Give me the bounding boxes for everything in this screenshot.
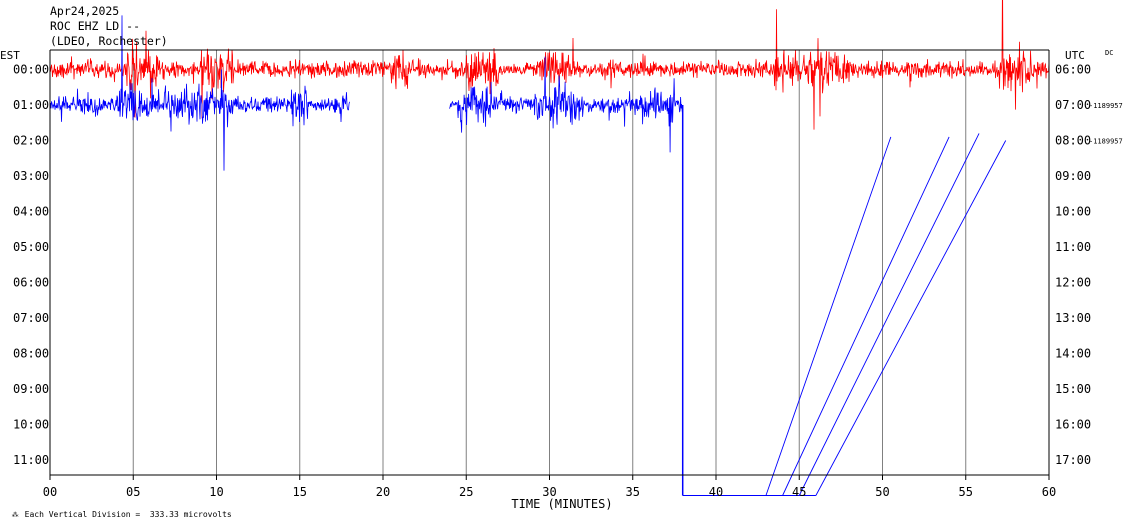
right-tick-label: 17:00 (1055, 453, 1091, 467)
x-tick-label: 30 (542, 485, 556, 499)
row-offset-label: -1189957 (1089, 102, 1123, 110)
right-tick-label: 10:00 (1055, 205, 1091, 219)
trace-diagonal (782, 136, 950, 496)
x-tick-label: 45 (792, 485, 806, 499)
right-tick-label: 15:00 (1055, 382, 1091, 396)
x-axis-label: TIME (MINUTES) (511, 497, 612, 511)
left-tick-label: 08:00 (13, 347, 49, 361)
x-tick-label: 00 (43, 485, 57, 499)
trace-row-1 (449, 56, 683, 153)
right-tick-label: 14:00 (1055, 347, 1091, 361)
right-timezone-label: UTC (1065, 49, 1085, 62)
x-tick-label: 40 (709, 485, 723, 499)
x-tick-label: 50 (875, 485, 889, 499)
right-tick-label: 16:00 (1055, 418, 1091, 432)
left-tick-label: 03:00 (13, 169, 49, 183)
left-tick-label: 09:00 (13, 382, 49, 396)
x-tick-label: 55 (959, 485, 973, 499)
x-tick-label: 25 (459, 485, 473, 499)
trace-diagonal (815, 140, 1007, 496)
trace-diagonal (798, 133, 980, 496)
footer-note-text: Each Vertical Division = 333.33 microvol… (24, 510, 232, 519)
left-tick-label: 04:00 (13, 205, 49, 219)
station-label: ROC EHZ LD -- (50, 19, 141, 33)
left-timezone-label: EST (0, 49, 20, 62)
left-tick-label: 06:00 (13, 276, 49, 290)
left-tick-label: 01:00 (13, 98, 49, 112)
x-tick-label: 35 (626, 485, 640, 499)
x-tick-label: 10 (209, 485, 223, 499)
right-tick-label: 09:00 (1055, 169, 1091, 183)
row-offset-label: -1189957 (1089, 138, 1123, 146)
right-tick-label: 08:00 (1055, 134, 1091, 148)
x-tick-label: 60 (1042, 485, 1056, 499)
right-tick-label: 11:00 (1055, 240, 1091, 254)
network-label: (LDEO, Rochester) (50, 34, 168, 48)
trace-diagonal (765, 136, 892, 496)
x-tick-label: 05 (126, 485, 140, 499)
axes (49, 49, 1050, 480)
left-tick-label: 11:00 (13, 453, 49, 467)
date-label: Apr24,2025 (50, 4, 120, 18)
left-tick-label: 02:00 (13, 134, 49, 148)
tick-labels: 00 05 10 15 20 25 30 35 40 45 50 55 60 TIME (MINUTES)… (13, 63, 1123, 512)
left-tick-label: 00:00 (13, 63, 49, 77)
trace-row-1 (49, 15, 350, 171)
left-tick-label: 07:00 (13, 311, 49, 325)
footer-note: ⁂ Each Vertical Division = 333.33 microvo… (2, 501, 232, 519)
logo-glyph-icon: ⁂ (11, 511, 19, 519)
left-tick-label: 05:00 (13, 240, 49, 254)
dc-label: DC (1105, 49, 1114, 57)
right-tick-label: 06:00 (1055, 63, 1091, 77)
right-tick-label: 13:00 (1055, 311, 1091, 325)
traces (49, 0, 1050, 496)
x-tick-label: 15 (293, 485, 307, 499)
left-tick-label: 10:00 (13, 418, 49, 432)
x-tick-label: 20 (376, 485, 390, 499)
trace-row-0 (49, 0, 1050, 130)
right-tick-label: 12:00 (1055, 276, 1091, 290)
right-tick-label: 07:00 (1055, 98, 1091, 112)
